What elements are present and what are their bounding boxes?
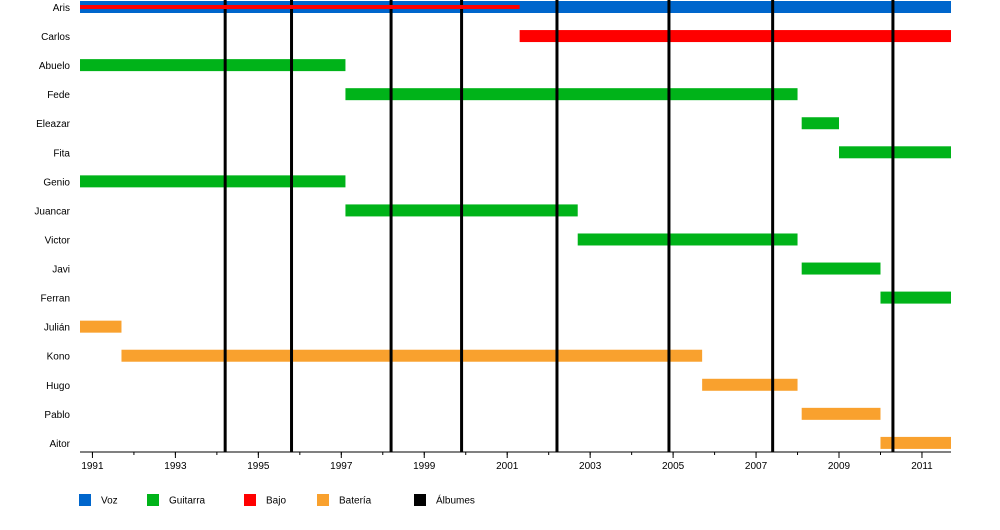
legend-swatch-bateria — [317, 494, 329, 506]
bar-pablo-bateria — [801, 407, 881, 420]
bar-fede-guitarra — [345, 88, 798, 101]
member-label-javi: Javi — [52, 265, 70, 276]
member-label-fita: Fita — [53, 148, 70, 159]
legend-swatch-bajo — [244, 494, 256, 506]
bar-victor-guitarra — [577, 233, 798, 246]
x-tick-label: 2001 — [496, 461, 519, 472]
x-tick-label: 2003 — [579, 461, 602, 472]
member-label-abuelo: Abuelo — [39, 61, 71, 72]
member-label-aitor: Aitor — [49, 439, 70, 450]
x-tick-label: 2005 — [662, 461, 685, 472]
x-tick-label: 1991 — [81, 461, 104, 472]
legend-label-bajo: Bajo — [266, 496, 286, 507]
legend-swatch-voz — [79, 494, 91, 506]
legend-label-albumes: Álbumes — [436, 494, 475, 507]
bar-abuelo-guitarra — [80, 59, 346, 72]
bar-eleazar-guitarra — [801, 117, 840, 130]
member-label-kono: Kono — [47, 352, 71, 363]
legend-label-voz: Voz — [101, 496, 118, 507]
bar-javi-guitarra — [801, 262, 881, 275]
bar-genio-guitarra — [80, 175, 346, 188]
member-label-carlos: Carlos — [41, 32, 70, 43]
legend-swatch-albumes — [414, 494, 426, 506]
bar-aris-bajo — [80, 5, 520, 9]
bar-fita-guitarra — [839, 146, 951, 159]
bar-julian-bateria — [80, 320, 122, 333]
member-label-eleazar: Eleazar — [36, 119, 71, 130]
legend-label-bateria: Batería — [339, 496, 372, 507]
album-lines — [223, 0, 895, 452]
member-label-genio: Genio — [43, 177, 70, 188]
bar-hugo-bateria — [702, 378, 798, 391]
member-bars — [80, 1, 951, 449]
member-label-hugo: Hugo — [46, 381, 70, 392]
x-tick-label: 2011 — [911, 461, 933, 472]
x-tick-label: 2007 — [745, 461, 768, 472]
x-tick-label: 1993 — [164, 461, 187, 472]
legend-swatch-guitarra — [147, 494, 159, 506]
x-tick-label: 1995 — [247, 461, 270, 472]
overlay-bars — [80, 5, 520, 9]
bar-ferran-guitarra — [880, 291, 951, 304]
member-label-aris: Aris — [53, 3, 70, 14]
member-label-victor: Victor — [45, 235, 71, 246]
member-labels: Aris Carlos Abuelo Fede Eleazar Fita Genio Juan… — [34, 3, 70, 450]
member-label-julian: Julián — [44, 323, 70, 334]
bar-kono-bateria — [121, 349, 703, 362]
x-tick-label: 2009 — [828, 461, 851, 472]
member-label-fede: Fede — [47, 90, 70, 101]
legend-label-guitarra: Guitarra — [169, 496, 206, 507]
x-tick-label: 1999 — [413, 461, 436, 472]
x-tick-label: 1997 — [330, 461, 353, 472]
bar-carlos-bajo — [519, 30, 951, 43]
x-axis: 1991 1993 1995 1997 1999 2001 2003 2005 2007 2009… — [80, 451, 951, 472]
legend: Voz Guitarra Bajo Batería Álbumes — [79, 494, 475, 507]
member-label-ferran: Ferran — [41, 294, 70, 305]
member-label-pablo: Pablo — [44, 410, 70, 421]
bar-aitor-bateria — [880, 436, 951, 449]
member-label-juancar: Juancar — [34, 206, 70, 217]
